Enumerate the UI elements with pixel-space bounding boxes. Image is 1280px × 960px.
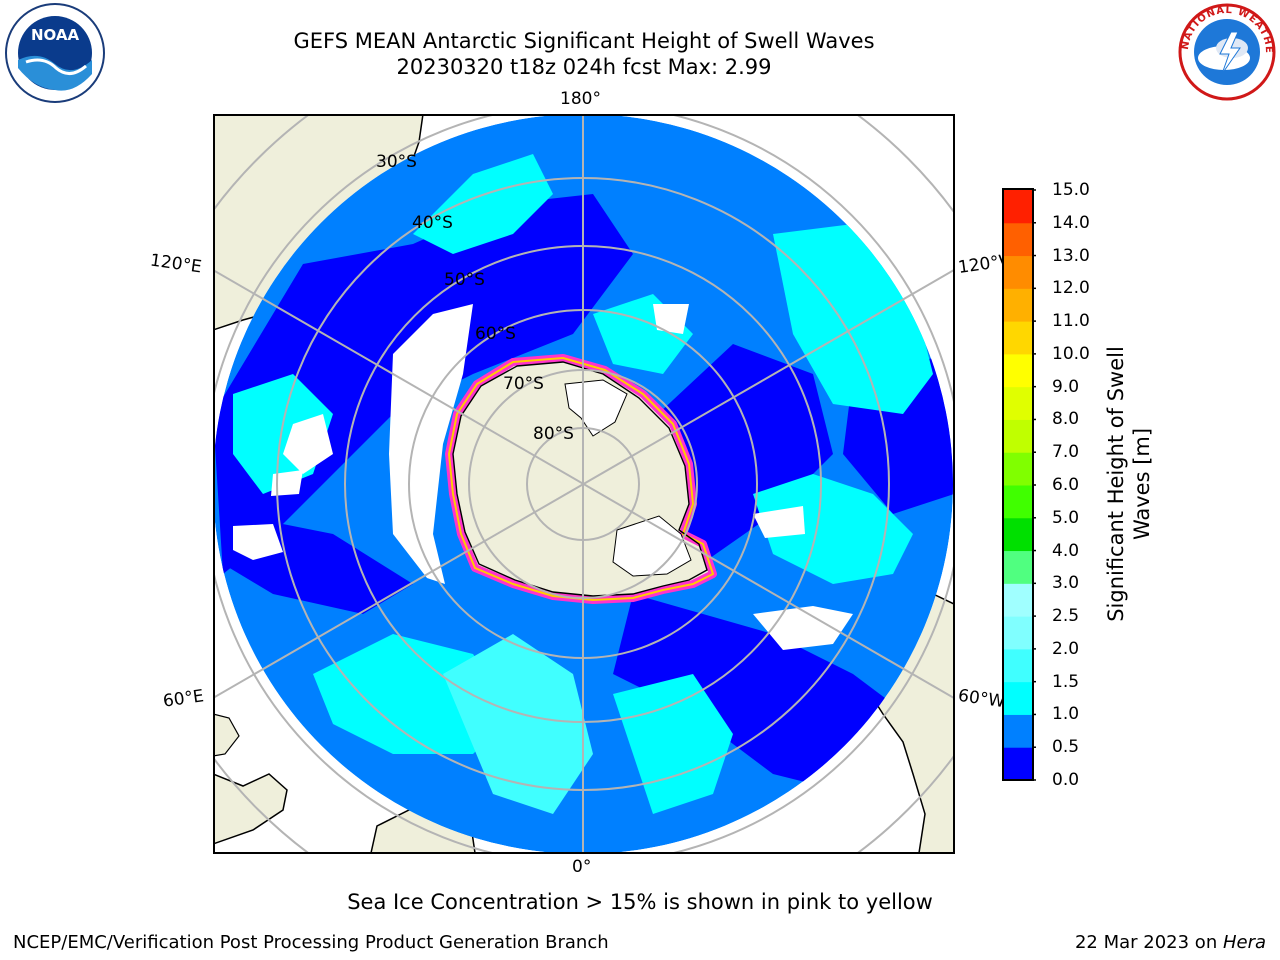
colorbar-tick-label: 10.0 xyxy=(1052,343,1090,364)
graticule xyxy=(213,114,954,853)
colorbar-tick-label: 13.0 xyxy=(1052,245,1090,266)
colorbar-block xyxy=(1004,452,1032,486)
colorbar-block xyxy=(1004,353,1032,388)
colorbar xyxy=(1002,188,1036,781)
colorbar-tick-label: 6.0 xyxy=(1052,475,1080,495)
swell-height-field xyxy=(213,114,953,853)
colorbar-block xyxy=(1004,616,1032,650)
map-caption: Sea Ice Concentration > 15% is shown in … xyxy=(347,890,933,914)
colorbar-tick-label: 2.0 xyxy=(1052,638,1080,659)
lon-label-180: 180° xyxy=(560,89,601,109)
colorbar-block xyxy=(1004,321,1032,355)
footer-machine: Hera xyxy=(1222,932,1266,953)
colorbar-block xyxy=(1004,714,1032,748)
polar-map xyxy=(213,114,955,854)
lat-label-70s: 70°S xyxy=(503,374,544,394)
colorbar-tick-label: 11.0 xyxy=(1052,311,1090,332)
noaa-logo-text: NOAA xyxy=(31,26,80,44)
colorbar-block xyxy=(1004,550,1032,584)
lon-label-120e: 120°E xyxy=(148,250,203,278)
colorbar-title-line1: Significant Height of Swell xyxy=(1104,346,1128,622)
colorbar-block xyxy=(1004,222,1032,257)
footer-date: 22 Mar 2023 on Hera xyxy=(1075,932,1266,953)
colorbar-tick-label: 8.0 xyxy=(1052,409,1080,430)
colorbar-tick-label: 1.5 xyxy=(1052,671,1080,692)
colorbar-tick-label: 15.0 xyxy=(1052,180,1090,200)
colorbar-block xyxy=(1004,190,1032,224)
colorbar-tick-label: 1.0 xyxy=(1052,704,1080,725)
lon-label-0: 0° xyxy=(572,857,592,877)
noaa-logo: NOAA xyxy=(5,3,105,103)
colorbar-tick-label: 12.0 xyxy=(1052,278,1090,299)
colorbar-tick-label: 9.0 xyxy=(1052,376,1080,397)
colorbar-title-line2: Waves [m] xyxy=(1130,427,1154,541)
colorbar-tick-label: 2.5 xyxy=(1052,606,1080,627)
lat-label-40s: 40°S xyxy=(412,213,453,233)
colorbar-tick-label: 5.0 xyxy=(1052,507,1080,528)
lat-label-80s: 80°S xyxy=(533,424,574,444)
colorbar-tick-label: 14.0 xyxy=(1052,212,1090,233)
colorbar-block xyxy=(1004,583,1032,617)
footer-credit: NCEP/EMC/Verification Post Processing Pr… xyxy=(13,932,609,953)
lon-label-60w: 60°W xyxy=(956,685,1007,713)
lat-label-50s: 50°S xyxy=(444,270,485,290)
colorbar-tick-label: 7.0 xyxy=(1052,442,1080,463)
colorbar-tick-label: 0.5 xyxy=(1052,737,1080,758)
colorbar-block xyxy=(1004,485,1032,519)
chart-subtitle: 20230320 t18z 024h fcst Max: 2.99 xyxy=(396,55,772,79)
colorbar-block xyxy=(1004,681,1032,715)
nws-logo: NATIONAL WEATHER SERVICE xyxy=(1176,2,1276,101)
colorbar-block xyxy=(1004,288,1032,322)
colorbar-block xyxy=(1004,517,1032,552)
colorbar-tick-label: 4.0 xyxy=(1052,540,1080,561)
lat-label-30s: 30°S xyxy=(376,152,417,172)
antarctica xyxy=(445,354,717,604)
colorbar-title: Significant Height of Swell Waves [m] xyxy=(1103,346,1155,622)
colorbar-tick-label: 3.0 xyxy=(1052,573,1080,594)
lat-label-60s: 60°S xyxy=(475,324,516,344)
colorbar-block xyxy=(1004,648,1032,683)
chart-title: GEFS MEAN Antarctic Significant Height o… xyxy=(293,29,875,53)
colorbar-block xyxy=(1004,255,1032,289)
lon-label-60e: 60°E xyxy=(161,686,206,712)
map-border xyxy=(213,114,955,854)
footer-date-text: 22 Mar 2023 on xyxy=(1074,932,1223,953)
colorbar-block xyxy=(1004,419,1032,453)
colorbar-tick-label: 0.0 xyxy=(1052,770,1080,790)
colorbar-block xyxy=(1004,386,1032,420)
colorbar-block xyxy=(1004,747,1032,781)
